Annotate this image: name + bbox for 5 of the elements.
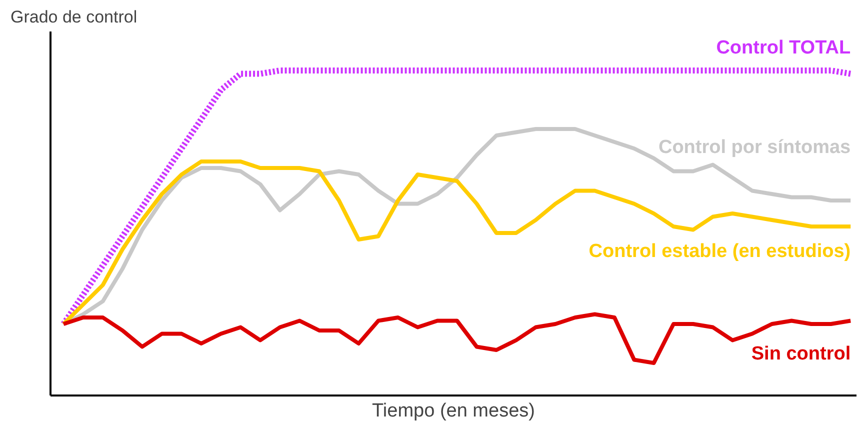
- series-label: Sin control: [751, 343, 851, 364]
- series-label: Control estable (en estudios): [588, 241, 851, 262]
- y-axis-title: Grado de control: [10, 8, 138, 26]
- series-label: Control TOTAL: [716, 37, 851, 58]
- x-axis-title: Tiempo (en meses): [372, 400, 535, 422]
